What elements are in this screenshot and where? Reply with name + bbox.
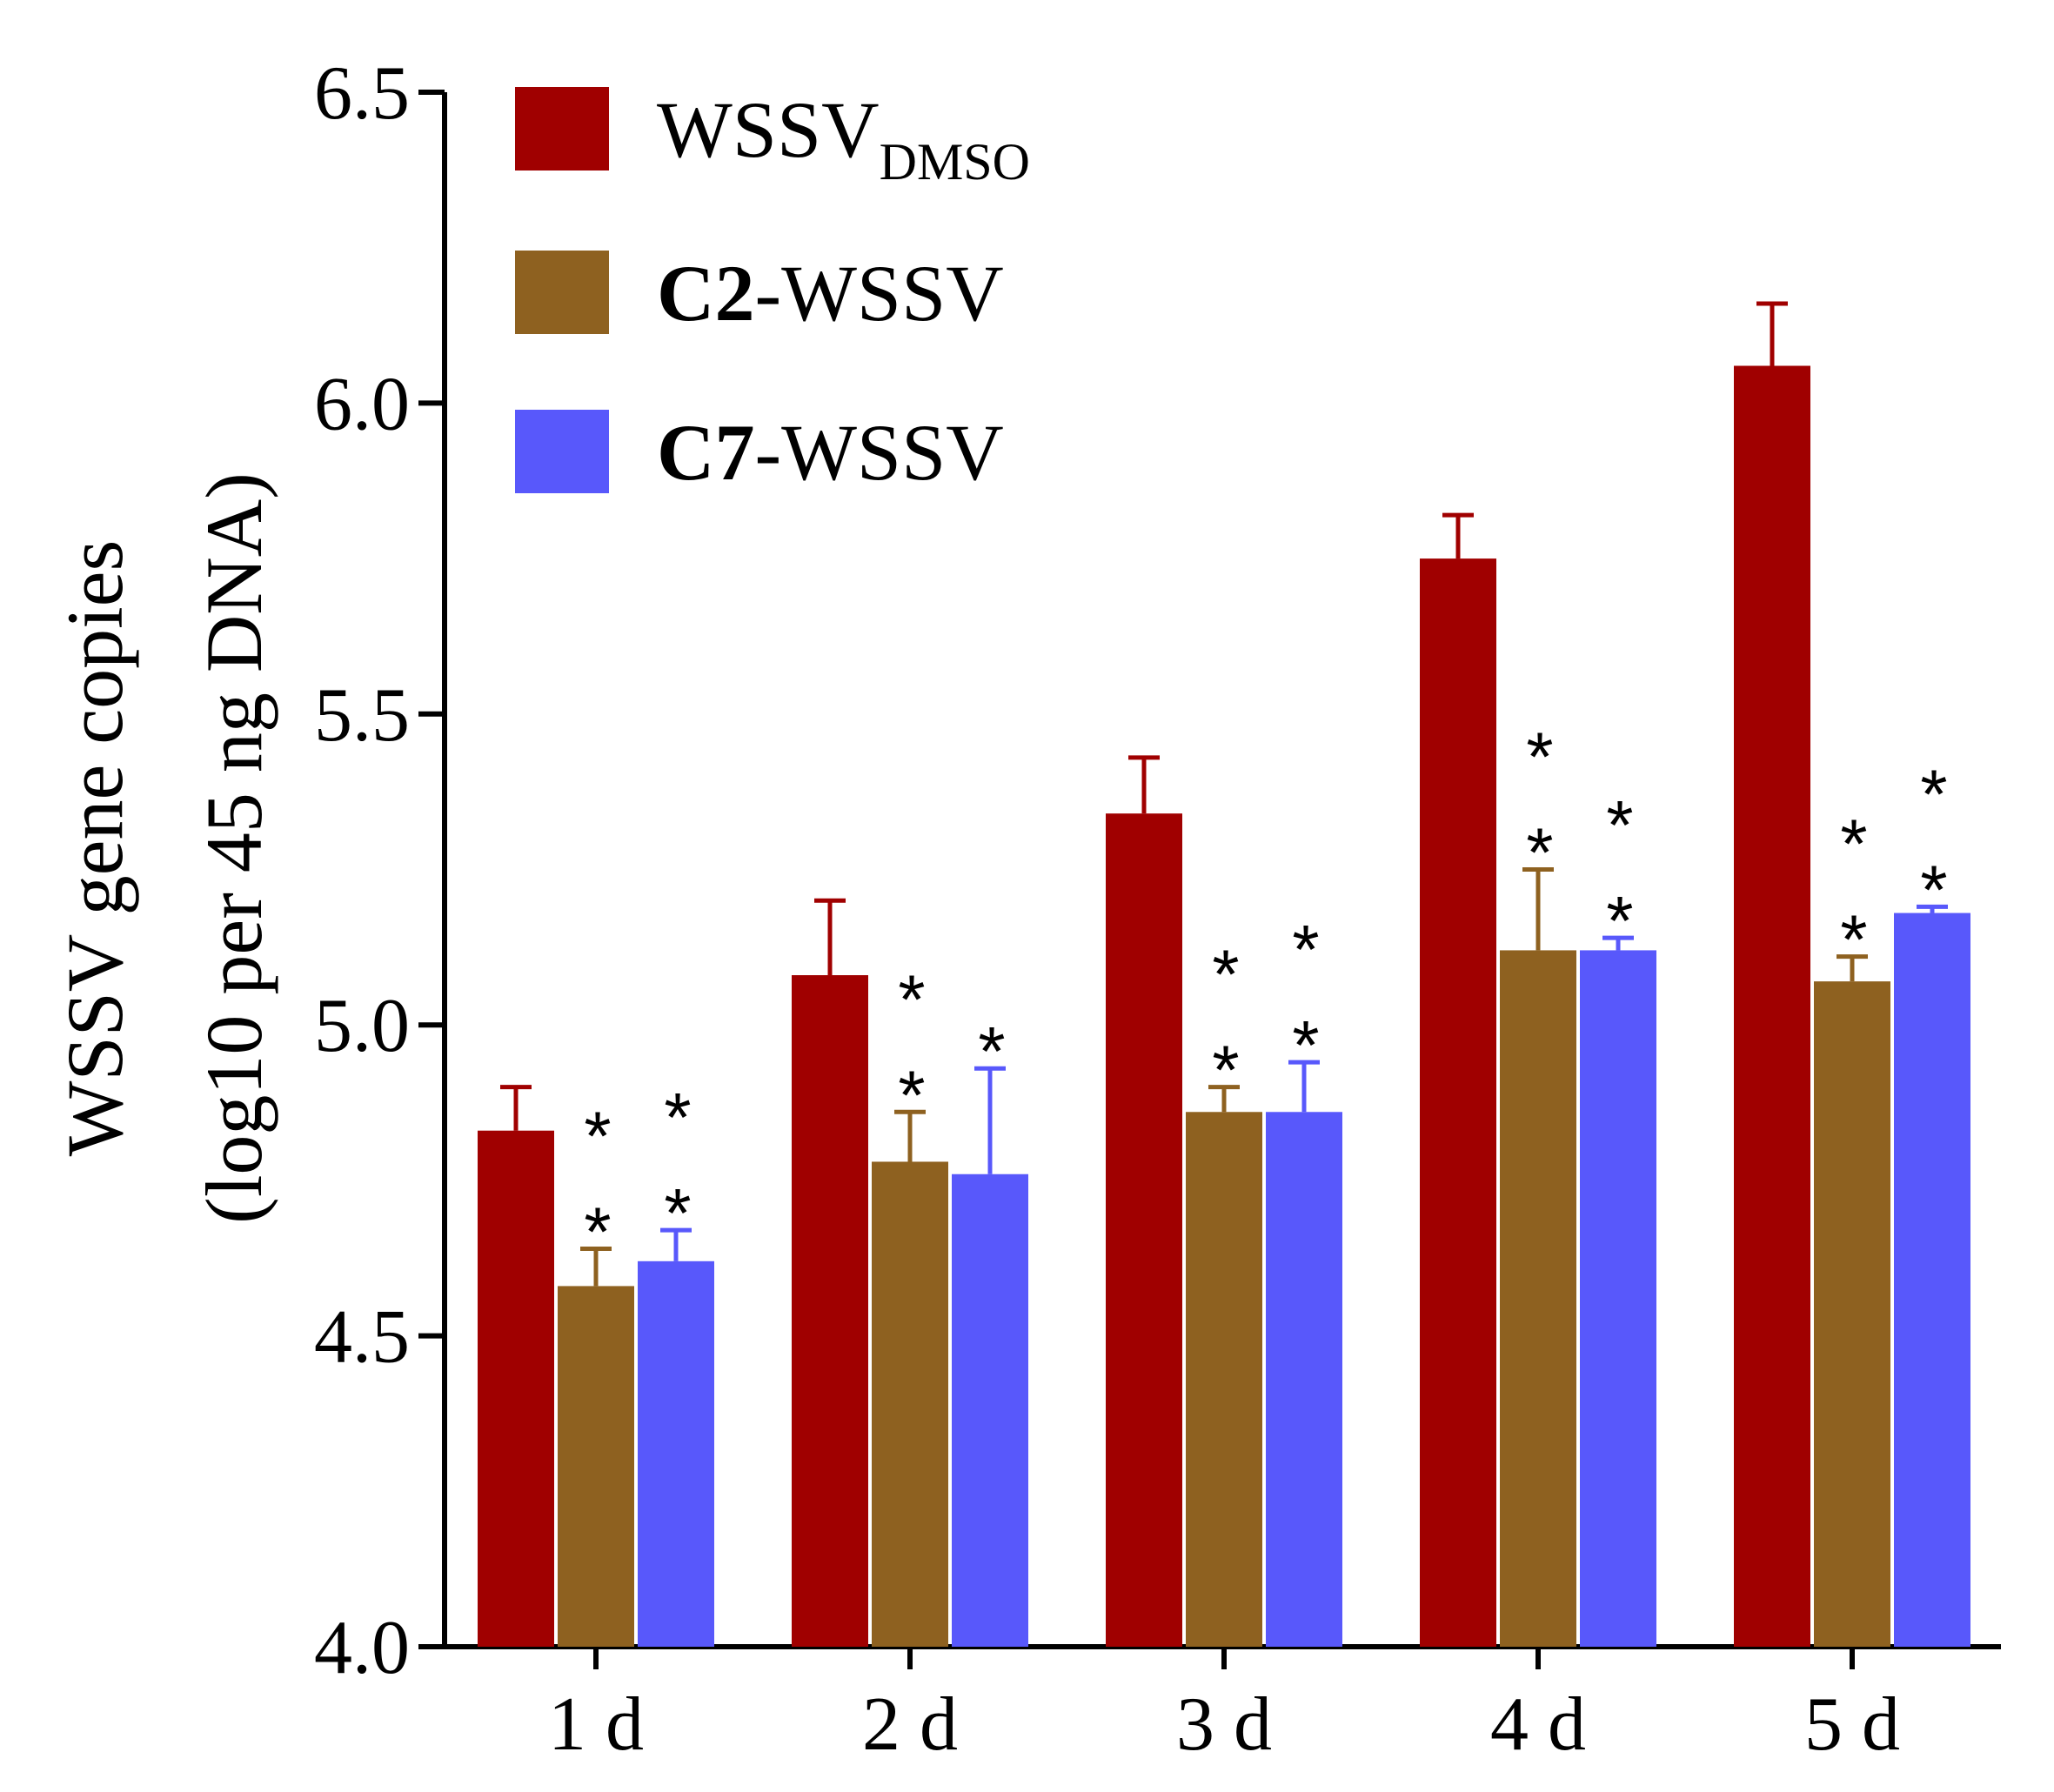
significance-star: *	[584, 1194, 611, 1271]
y-tick-label: 5.0	[314, 984, 410, 1068]
legend-entry: C7-WSSV	[657, 408, 1004, 497]
x-tick-label: 2 d	[862, 1682, 958, 1767]
significance-star: *	[664, 1079, 691, 1156]
legend-entry: WSSVDMSO	[657, 85, 1030, 191]
significance-star: *	[1292, 1006, 1319, 1084]
significance-star: *	[1840, 901, 1867, 979]
y-tick-label: 6.0	[314, 362, 410, 446]
bar	[1266, 1112, 1342, 1647]
significance-star: *	[1840, 806, 1867, 883]
bar	[1894, 913, 1970, 1647]
legend: WSSVDMSO C2-WSSV C7-WSSV	[515, 85, 1030, 497]
y-tick-label: 5.5	[314, 673, 410, 758]
significance-star: *	[1920, 851, 1947, 928]
significance-star: *	[664, 1174, 691, 1252]
x-tick-label: 4 d	[1490, 1682, 1586, 1767]
bar	[1420, 558, 1496, 1647]
significance-star: *	[584, 1098, 611, 1175]
x-tick-label: 5 d	[1804, 1682, 1900, 1767]
significance-star: *	[1606, 882, 1633, 960]
significance-star: *	[1606, 786, 1633, 864]
legend-swatch	[515, 251, 609, 334]
bar	[1186, 1112, 1262, 1647]
bar	[558, 1286, 634, 1647]
significance-star: *	[1212, 936, 1239, 1013]
bar	[1580, 950, 1656, 1647]
bar	[1500, 950, 1576, 1647]
x-tick-label: 1 d	[548, 1682, 644, 1767]
significance-star: *	[1212, 1032, 1239, 1109]
significance-markers: * * * * * * * * * * * * * * * * * * *	[584, 719, 1947, 1271]
significance-star: *	[978, 1013, 1005, 1090]
legend-swatch	[515, 410, 609, 493]
error-bars	[500, 301, 1948, 1287]
legend-swatch	[515, 87, 609, 171]
bar	[1814, 981, 1890, 1647]
bar	[952, 1173, 1028, 1647]
significance-star: *	[898, 960, 925, 1038]
y-axis-label-line-1: WSSV gene copies	[50, 540, 139, 1157]
significance-star: *	[1526, 814, 1553, 892]
bar	[1106, 813, 1182, 1647]
bar	[1734, 365, 1810, 1648]
significance-star: *	[1920, 755, 1947, 832]
bar	[792, 975, 868, 1647]
x-tick-label: 3 d	[1176, 1682, 1272, 1767]
y-tick-label: 4.5	[314, 1295, 410, 1380]
bar	[478, 1130, 554, 1647]
legend-entry: C2-WSSV	[657, 249, 1004, 338]
axes: 4.0 4.5 5.0 5.5 6.0 6.5 1 d 2 d 3 d 4 d 5 d	[314, 51, 2001, 1767]
significance-star: *	[1526, 719, 1553, 796]
significance-star: *	[898, 1056, 925, 1133]
bars	[478, 365, 1970, 1648]
y-axis-label-line-2: (log10 per 45 ng DNA)	[190, 472, 278, 1224]
bar	[638, 1260, 714, 1647]
significance-star: *	[1292, 911, 1319, 988]
y-tick-label: 4.0	[314, 1606, 410, 1690]
bar	[872, 1161, 948, 1647]
y-tick-label: 6.5	[314, 51, 410, 136]
